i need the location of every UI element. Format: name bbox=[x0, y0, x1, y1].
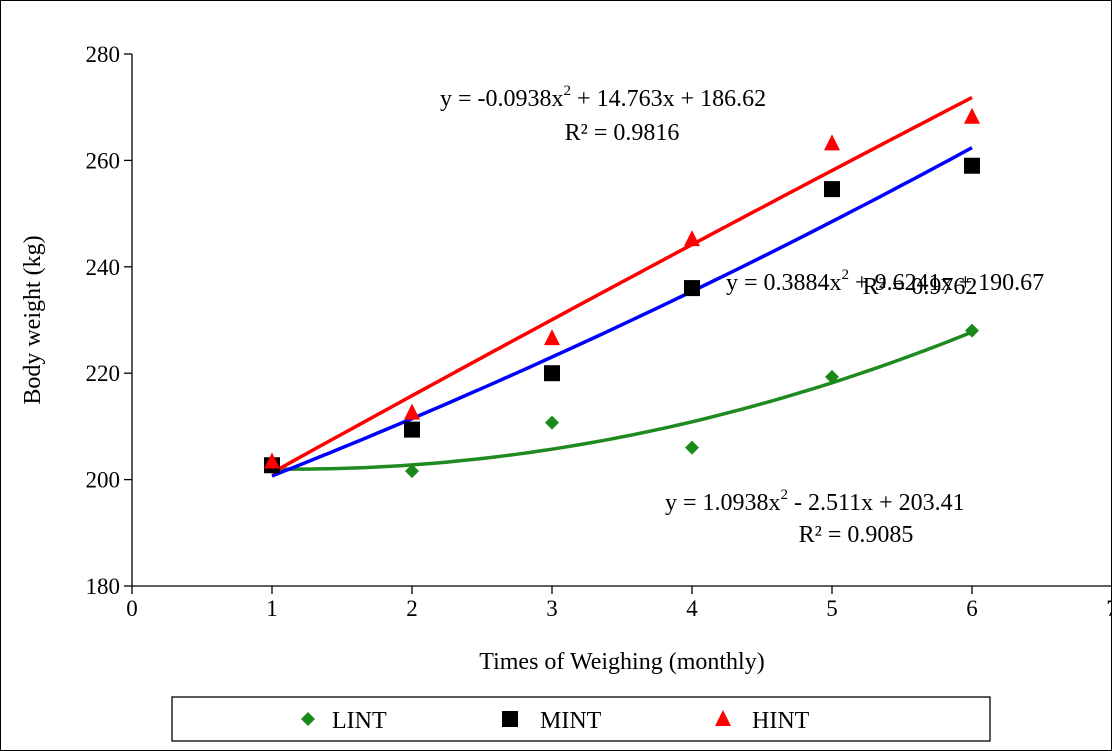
point-mint bbox=[824, 181, 840, 198]
trendline-mint bbox=[271, 146, 973, 478]
y-tick-label: 200 bbox=[86, 468, 121, 493]
point-hint bbox=[824, 134, 840, 151]
x-tick-label: 3 bbox=[546, 596, 558, 621]
y-tick-label: 240 bbox=[86, 255, 121, 280]
markers bbox=[264, 107, 980, 479]
point-hint bbox=[964, 107, 980, 124]
y-axis-label: Body weight (kg) bbox=[20, 235, 46, 404]
legend: LINT MINT HINT bbox=[171, 696, 991, 742]
y-axis: 180 200 220 240 260 280 bbox=[86, 42, 133, 599]
r2-mint: R² = 0.9762 bbox=[863, 274, 978, 300]
x-axis-label: Times of Weighing (monthly) bbox=[479, 649, 764, 675]
trendline-lint bbox=[271, 330, 973, 471]
equation-mint-sup: 2 bbox=[842, 267, 850, 283]
equation-hint-prefix: y = -0.0938x bbox=[440, 86, 564, 112]
point-hint bbox=[544, 329, 560, 346]
legend-label-mint: MINT bbox=[540, 708, 602, 734]
equation-mint-text: y = 0.3884x2 + 9.6241x + 190.67 bbox=[726, 267, 1044, 296]
x-tick-label: 4 bbox=[686, 596, 698, 621]
point-lint bbox=[405, 464, 419, 479]
legend-marker-lint bbox=[301, 712, 315, 726]
equation-lint-prefix: y = 1.0938x bbox=[665, 490, 781, 516]
point-mint bbox=[544, 365, 560, 382]
x-tick-label: 5 bbox=[826, 596, 838, 621]
point-lint bbox=[685, 440, 699, 455]
legend-label-hint: HINT bbox=[752, 708, 810, 734]
point-hint bbox=[404, 403, 420, 420]
x-ticks: 0 1 2 3 4 5 6 7 bbox=[126, 586, 1112, 621]
equation-mint-prefix: y = 0.3884x bbox=[726, 270, 842, 296]
point-hint bbox=[264, 452, 280, 469]
y-tick-label: 180 bbox=[86, 574, 121, 599]
trendlines bbox=[271, 95, 973, 478]
equation-mint: y = 0.3884x2 + 9.6241x + 190.67 R² = 0.9… bbox=[726, 267, 1044, 300]
equation-lint-sup: 2 bbox=[781, 487, 789, 503]
x-tick-label: 7 bbox=[1106, 596, 1112, 621]
point-mint bbox=[964, 157, 980, 174]
equation-hint-suffix: + 14.763x + 186.62 bbox=[571, 86, 766, 112]
y-tick-label: 280 bbox=[86, 42, 121, 67]
equation-lint: y = 1.0938x2 - 2.511x + 203.41 R² = 0.90… bbox=[665, 487, 965, 548]
equation-lint-suffix: - 2.511x + 203.41 bbox=[788, 490, 965, 516]
x-tick-label: 6 bbox=[966, 596, 978, 621]
point-mint bbox=[404, 421, 420, 438]
trendline-hint bbox=[271, 95, 973, 475]
x-tick-label: 2 bbox=[406, 596, 418, 621]
x-tick-label: 0 bbox=[126, 596, 138, 621]
legend-label-lint: LINT bbox=[332, 708, 387, 734]
x-axis: 0 1 2 3 4 5 6 7 bbox=[126, 585, 1112, 621]
r2-hint: R² = 0.9816 bbox=[565, 120, 680, 146]
legend-marker-hint bbox=[715, 710, 731, 726]
r2-lint: R² = 0.9085 bbox=[799, 522, 914, 548]
equation-mint-suffix: + 9.6241x + 190.67 bbox=[849, 270, 1044, 296]
equation-hint-text: y = -0.0938x2 + 14.763x + 186.62 bbox=[440, 83, 766, 112]
y-tick-label: 220 bbox=[86, 361, 121, 386]
equation-lint-text: y = 1.0938x2 - 2.511x + 203.41 bbox=[665, 487, 965, 516]
y-ticks: 180 200 220 240 260 280 bbox=[86, 42, 132, 599]
point-hint bbox=[684, 230, 700, 247]
equation-hint-sup: 2 bbox=[564, 83, 572, 99]
point-mint bbox=[684, 280, 700, 297]
legend-marker-mint bbox=[502, 711, 518, 727]
point-lint bbox=[545, 415, 559, 430]
point-lint bbox=[825, 369, 839, 384]
equation-hint: y = -0.0938x2 + 14.763x + 186.62 R² = 0.… bbox=[440, 83, 766, 146]
point-lint bbox=[965, 323, 979, 338]
y-tick-label: 260 bbox=[86, 148, 121, 173]
x-tick-label: 1 bbox=[266, 596, 278, 621]
